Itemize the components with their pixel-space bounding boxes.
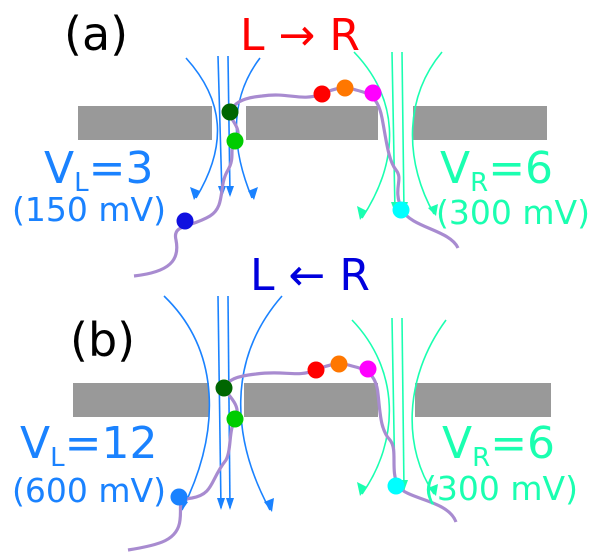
panel-b-direction: L ← R	[250, 250, 370, 301]
left-voltage-mv: (150 mV)	[12, 190, 166, 229]
membrane-left	[78, 106, 212, 140]
bead-blue	[176, 212, 194, 230]
polymer-chain	[127, 362, 458, 552]
bead-green	[226, 132, 244, 150]
panel-a-direction: L → R	[240, 10, 360, 61]
bead-red	[313, 85, 331, 103]
left-voltage-mv: (600 mV)	[12, 471, 166, 510]
polymer-chain	[133, 86, 460, 278]
right-field-lines	[353, 51, 443, 219]
bead-blue	[170, 488, 188, 506]
right-voltage-sub: R	[470, 168, 488, 198]
left-field-arrowheads	[178, 498, 274, 512]
left-field-lines	[163, 295, 283, 511]
panel-b-label: (b)	[70, 313, 135, 367]
right-voltage-value: =6	[488, 143, 553, 194]
left-voltage-value: =12	[65, 418, 158, 469]
right-voltage-mv: (300 mV)	[424, 469, 578, 508]
left-voltage-main: V	[44, 143, 74, 194]
right-voltage-main: V	[440, 143, 470, 194]
membrane-right	[413, 106, 547, 140]
panel-a: (a) L → R	[12, 7, 590, 278]
left-field-lines	[185, 55, 261, 199]
left-voltage: VL=12	[20, 418, 157, 473]
right-voltage-mv: (300 mV)	[436, 193, 590, 232]
right-voltage: VR=6	[442, 418, 555, 473]
bead-magenta	[364, 84, 382, 102]
membrane-left	[73, 383, 209, 417]
left-voltage-sub: L	[50, 443, 65, 473]
bead-cyan	[392, 201, 410, 219]
panel-b: L ← R (b)	[12, 250, 578, 552]
right-voltage-main: V	[442, 418, 472, 469]
bead-darkgreen	[215, 379, 233, 397]
right-voltage-value: =6	[490, 418, 555, 469]
right-field-lines	[351, 317, 447, 495]
membrane-middle	[244, 383, 378, 417]
left-voltage-main: V	[20, 418, 50, 469]
bead-orange	[336, 79, 354, 97]
left-voltage: VL=3	[44, 143, 153, 198]
bead-cyan	[387, 477, 405, 495]
right-voltage: VR=6	[440, 143, 553, 198]
panel-a-label: (a)	[64, 7, 128, 61]
left-voltage-value: =3	[89, 143, 154, 194]
bead-orange	[330, 355, 348, 373]
bead-magenta	[359, 360, 377, 378]
bead-green	[226, 410, 244, 428]
bead-darkgreen	[221, 103, 239, 121]
membrane-right	[415, 383, 551, 417]
left-voltage-sub: L	[74, 168, 89, 198]
bead-red	[307, 361, 325, 379]
membrane-middle	[246, 106, 378, 140]
right-voltage-sub: R	[472, 443, 490, 473]
